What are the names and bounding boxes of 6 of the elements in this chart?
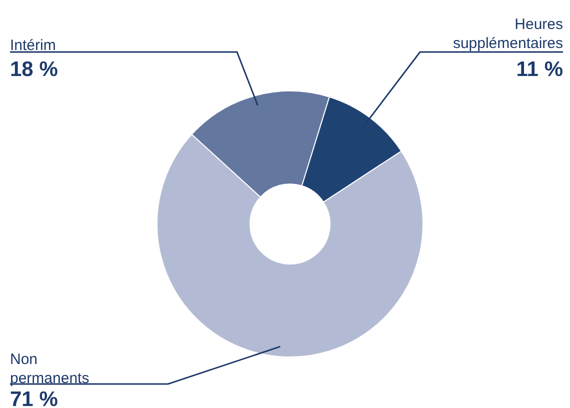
data-label: 71 %	[10, 388, 58, 408]
slice-label: Intérim	[10, 37, 56, 54]
slice-label: Heures supplémentaires	[452, 16, 563, 52]
data-label: 11 %	[516, 58, 564, 81]
data-label: 18 %	[10, 58, 58, 81]
slice-label: Non permanents	[10, 351, 90, 387]
